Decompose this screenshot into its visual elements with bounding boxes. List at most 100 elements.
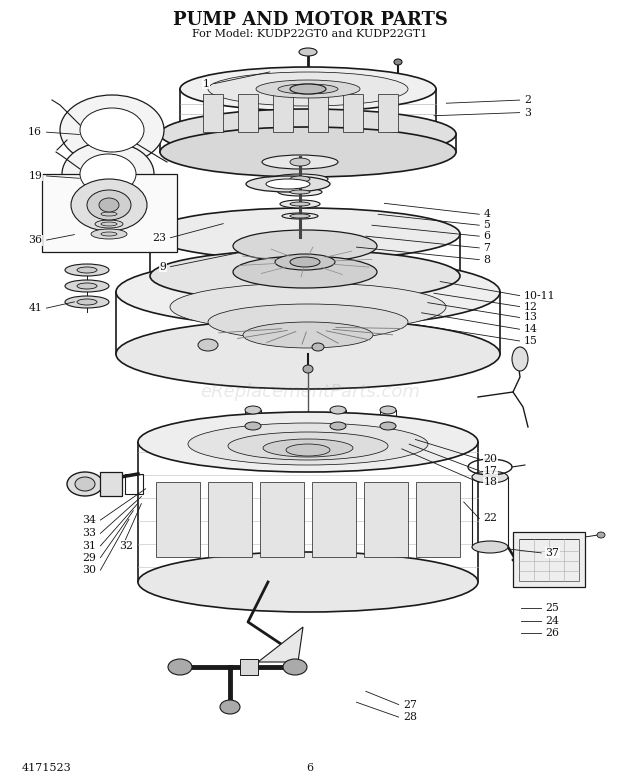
Text: 29: 29 (82, 553, 96, 562)
Ellipse shape (65, 296, 109, 308)
Ellipse shape (290, 190, 310, 194)
Ellipse shape (91, 229, 127, 239)
Text: 18: 18 (484, 478, 498, 487)
Text: 14: 14 (524, 325, 538, 334)
Bar (208, 482, 252, 557)
Ellipse shape (65, 264, 109, 276)
Ellipse shape (101, 232, 117, 236)
Ellipse shape (245, 406, 261, 414)
Bar (416, 482, 460, 557)
Bar (308, 94, 328, 132)
Text: 20: 20 (484, 454, 498, 464)
Bar (519, 539, 579, 581)
Ellipse shape (278, 84, 338, 94)
Ellipse shape (101, 222, 117, 226)
Text: 4: 4 (484, 210, 490, 219)
Bar (273, 94, 293, 132)
Ellipse shape (290, 84, 326, 94)
Text: 6: 6 (484, 231, 490, 241)
Ellipse shape (278, 188, 322, 196)
Ellipse shape (188, 423, 428, 465)
Ellipse shape (220, 700, 240, 714)
Ellipse shape (99, 211, 119, 217)
Ellipse shape (330, 422, 346, 430)
Bar (42, 174, 177, 252)
Text: 27: 27 (403, 700, 417, 709)
Ellipse shape (80, 108, 144, 152)
Bar (343, 94, 363, 132)
Ellipse shape (394, 59, 402, 65)
Ellipse shape (65, 280, 109, 292)
Bar (260, 482, 304, 557)
Bar (513, 532, 585, 587)
Bar (100, 472, 122, 496)
Ellipse shape (380, 406, 396, 414)
Bar (156, 482, 200, 557)
Ellipse shape (290, 158, 310, 166)
Ellipse shape (233, 230, 377, 262)
Ellipse shape (101, 212, 117, 216)
Ellipse shape (280, 200, 320, 208)
Ellipse shape (228, 432, 388, 460)
Text: 33: 33 (82, 529, 96, 538)
Bar (240, 659, 258, 675)
Ellipse shape (77, 299, 97, 305)
Ellipse shape (160, 127, 456, 177)
Text: 37: 37 (546, 548, 559, 558)
Ellipse shape (380, 422, 396, 430)
Ellipse shape (116, 319, 500, 389)
Ellipse shape (283, 659, 307, 675)
Text: 5: 5 (484, 221, 490, 230)
Ellipse shape (170, 283, 446, 331)
Ellipse shape (472, 471, 508, 483)
Text: 15: 15 (524, 336, 538, 346)
Ellipse shape (160, 109, 456, 159)
Ellipse shape (87, 190, 131, 220)
Text: 23: 23 (152, 233, 166, 242)
Ellipse shape (312, 343, 324, 351)
Text: 31: 31 (82, 541, 96, 551)
Ellipse shape (272, 174, 328, 184)
Text: 16: 16 (28, 127, 42, 137)
Ellipse shape (150, 250, 460, 302)
Text: 17: 17 (484, 466, 497, 475)
Bar (378, 94, 398, 132)
Ellipse shape (138, 412, 478, 472)
Ellipse shape (597, 532, 605, 538)
Ellipse shape (77, 267, 97, 273)
Text: 10-11: 10-11 (524, 291, 556, 300)
Text: 9: 9 (159, 262, 166, 271)
Text: 2: 2 (524, 95, 531, 105)
Text: 28: 28 (403, 712, 417, 722)
Ellipse shape (472, 541, 508, 553)
Ellipse shape (233, 256, 377, 288)
Ellipse shape (62, 142, 154, 206)
Ellipse shape (80, 154, 136, 194)
Ellipse shape (290, 176, 310, 182)
Text: 8: 8 (484, 255, 490, 264)
Text: 30: 30 (82, 565, 96, 575)
Ellipse shape (262, 155, 338, 169)
Ellipse shape (99, 198, 119, 212)
Text: 7: 7 (484, 243, 490, 253)
Ellipse shape (150, 208, 460, 260)
Bar (203, 94, 223, 132)
Text: 4171523: 4171523 (22, 763, 72, 773)
Text: 34: 34 (82, 515, 96, 525)
Ellipse shape (256, 80, 360, 98)
Ellipse shape (138, 552, 478, 612)
Ellipse shape (245, 422, 261, 430)
Bar (238, 94, 258, 132)
Ellipse shape (299, 48, 317, 56)
Text: 6: 6 (306, 763, 314, 773)
Ellipse shape (168, 659, 192, 675)
Ellipse shape (208, 72, 408, 106)
Ellipse shape (60, 95, 164, 165)
Ellipse shape (275, 254, 335, 270)
Text: 41: 41 (29, 303, 42, 313)
Text: 24: 24 (546, 616, 559, 626)
Ellipse shape (180, 112, 436, 156)
Ellipse shape (243, 322, 373, 348)
Ellipse shape (246, 176, 330, 192)
Text: 32: 32 (119, 541, 133, 551)
